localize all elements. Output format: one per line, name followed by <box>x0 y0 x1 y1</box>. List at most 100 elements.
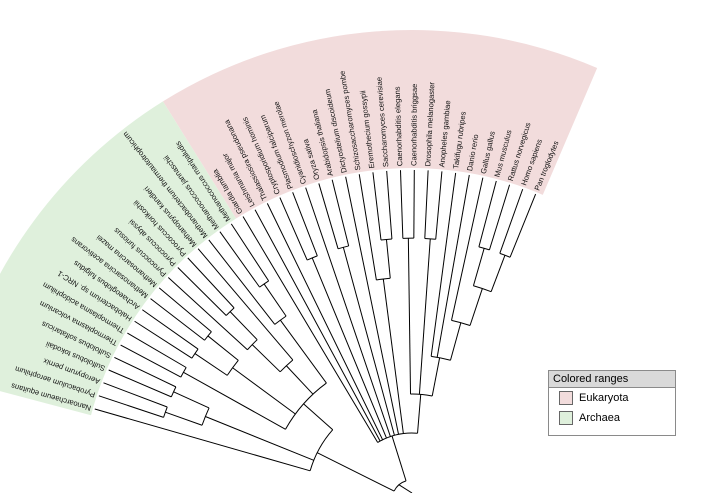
leaf-branch <box>103 382 168 408</box>
internal-branch <box>303 403 334 431</box>
leaf-branch <box>499 188 524 254</box>
leaf-branch <box>372 172 382 241</box>
internal-branch <box>194 353 228 376</box>
leaf-branch <box>279 197 308 261</box>
leaf-branch <box>305 187 391 437</box>
internal-branch <box>407 238 412 395</box>
internal-branch <box>205 416 314 461</box>
leaf-branch <box>94 408 311 472</box>
leaf-branch <box>219 231 260 288</box>
legend-swatch-eukaryota <box>559 391 573 405</box>
internal-branch <box>229 311 258 341</box>
internal-arc <box>380 238 392 241</box>
leaf-branch <box>127 332 187 368</box>
internal-arc <box>410 393 433 397</box>
internal-branch <box>450 322 462 361</box>
internal-branch <box>469 288 483 326</box>
internal-arc <box>259 280 269 288</box>
legend-label-archaea: Archaea <box>579 412 620 424</box>
internal-branch <box>472 248 485 286</box>
legend-label-eukaryota: Eukaryota <box>579 392 629 404</box>
legend-swatch-archaea <box>559 411 573 425</box>
leaf-branch <box>436 174 470 358</box>
leaf-branch <box>120 344 182 378</box>
internal-branch <box>183 371 286 430</box>
leaf-branch <box>509 193 537 258</box>
internal-branch <box>165 411 203 426</box>
internal-branch <box>285 365 314 395</box>
leaf-branch <box>197 248 294 361</box>
internal-branch <box>391 435 407 482</box>
internal-arc <box>431 355 451 361</box>
root-branch <box>398 484 413 493</box>
leaf-branch <box>399 170 404 239</box>
legend-title: Colored ranges <box>549 371 675 388</box>
leaf-branch <box>208 239 276 325</box>
internal-branch <box>418 238 431 395</box>
internal-branch <box>173 391 210 409</box>
leaf-branch <box>177 267 227 316</box>
leaf-branch <box>108 369 172 398</box>
legend-box: Colored ranges Eukaryota Archaea <box>548 370 676 436</box>
leaf-branch <box>134 320 193 359</box>
leaf-branch <box>158 287 212 333</box>
internal-branch <box>311 257 387 439</box>
internal-branch <box>490 255 506 292</box>
internal-branch <box>316 452 395 492</box>
internal-branch <box>417 394 422 434</box>
legend-item-archaea: Archaea <box>549 408 675 428</box>
legend-item-eukaryota: Eukaryota <box>549 388 675 408</box>
internal-arc <box>225 307 235 316</box>
internal-branch <box>232 367 296 415</box>
internal-branch <box>382 278 404 434</box>
leaf-branch <box>254 209 381 442</box>
leaf-branch <box>386 170 393 239</box>
internal-arc <box>309 429 334 471</box>
leaf-branch <box>266 203 384 441</box>
internal-branch <box>279 319 327 384</box>
leaf-branch <box>318 183 339 249</box>
leaf-branch <box>167 277 248 351</box>
leaf-branch <box>450 177 484 321</box>
leaf-branch <box>242 216 379 443</box>
internal-branch <box>207 335 239 361</box>
internal-arc <box>306 255 318 261</box>
leaf-branch <box>331 179 350 247</box>
leaf-branch <box>230 223 270 282</box>
leaf-branch <box>435 171 443 240</box>
internal-arc <box>204 331 212 341</box>
internal-arc <box>226 360 239 376</box>
range-eukaryota <box>162 30 598 219</box>
range-archaea <box>0 101 237 416</box>
internal-branch <box>251 344 281 373</box>
colored-ranges <box>0 30 598 416</box>
leaf-branch <box>292 192 318 257</box>
internal-arc <box>424 237 436 240</box>
leaf-branch <box>345 176 400 435</box>
internal-branch <box>342 247 395 436</box>
leaf-label: Caenorhabditis briggsae <box>409 84 419 166</box>
leaf-branch <box>358 174 377 281</box>
internal-arc <box>170 386 177 398</box>
leaf-branch <box>478 180 497 247</box>
internal-arc <box>201 407 210 426</box>
internal-arc <box>285 382 327 430</box>
internal-branch <box>263 283 287 317</box>
internal-arc <box>274 315 287 325</box>
leaf-branch <box>187 257 235 309</box>
leaf-branch <box>424 170 429 239</box>
leaf-label: Drosophila melanogaster <box>423 81 436 166</box>
leaf-branch <box>98 395 164 418</box>
internal-arc <box>473 285 492 293</box>
tree-branches <box>94 170 537 493</box>
internal-arc <box>180 367 187 378</box>
leaf-branch <box>430 172 457 357</box>
internal-branch <box>385 239 391 279</box>
internal-arc <box>191 348 199 359</box>
leaf-label: Caenorhabditis elegans <box>393 86 405 166</box>
leaf-branch <box>488 184 511 251</box>
leaf-branch <box>150 298 205 341</box>
internal-arc <box>377 432 418 443</box>
internal-branch <box>431 357 441 397</box>
